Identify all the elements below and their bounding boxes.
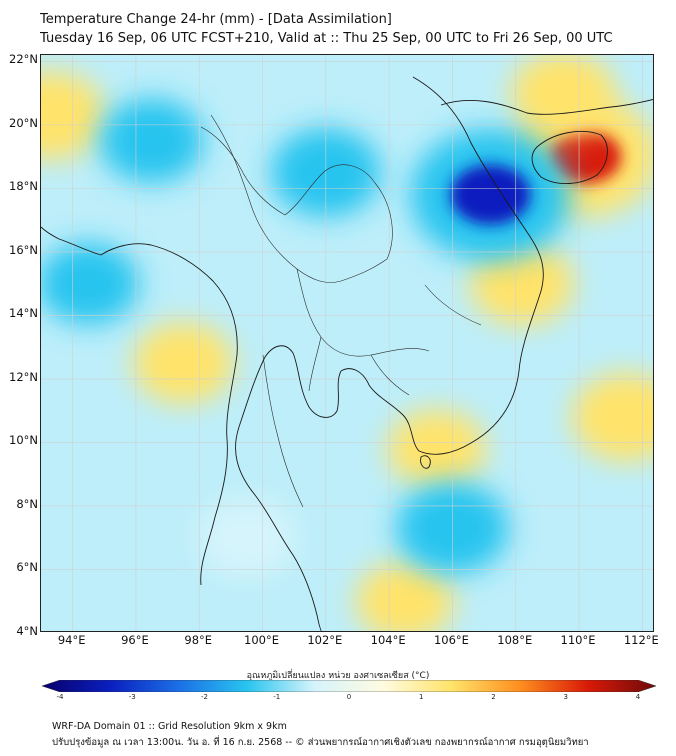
colorbar-tick: 0 — [346, 693, 352, 701]
coastline-gulf-of-thailand — [235, 345, 342, 631]
lat-label: 4°N — [16, 624, 38, 638]
temperature-change-map — [40, 54, 654, 632]
colorbar-tick: 4 — [635, 693, 641, 701]
lon-label: 100°E — [244, 633, 280, 647]
coastline-phu-quoc — [420, 455, 431, 469]
lon-label: 110°E — [560, 633, 596, 647]
lat-label: 20°N — [9, 115, 38, 130]
field-central-west — [41, 242, 140, 325]
lat-label: 10°N — [9, 433, 38, 448]
coastlines — [41, 76, 653, 631]
coastline-indochina — [340, 76, 544, 455]
graticule — [41, 55, 653, 631]
chart-subtitle: Tuesday 16 Sep, 06 UTC FCST+210, Valid a… — [40, 31, 613, 46]
admin-borders — [200, 114, 482, 508]
lat-label: 12°N — [9, 369, 38, 384]
field-central-vietnam-coast — [470, 241, 575, 326]
colorbar-tick: 3 — [563, 693, 568, 701]
lat-label: 22°N — [9, 52, 38, 67]
field-south-china-sea-east — [571, 372, 653, 462]
model-info: WRF-DA Domain 01 :: Grid Resolution 9km … — [52, 721, 287, 732]
lat-label: 18°N — [9, 179, 38, 194]
lon-label: 94°E — [57, 633, 86, 647]
colorbar-tick: -4 — [56, 693, 64, 701]
colorbar-tick: 1 — [419, 693, 424, 701]
lon-label: 96°E — [121, 633, 149, 647]
field-mekong-delta — [387, 409, 486, 489]
lat-label: 6°N — [16, 560, 38, 575]
field-myanmar-north — [99, 98, 204, 183]
field-ne-bay-of-bengal — [41, 70, 106, 160]
coastline-hainan — [531, 130, 608, 184]
update-info: ปรับปรุงข้อมูล ณ เวลา 13:00น. วัน อ. ที่… — [52, 737, 589, 748]
temperature-field — [41, 55, 653, 631]
lat-label: 16°N — [9, 242, 38, 257]
coastline-bay-of-bengal — [41, 226, 102, 256]
chart-title: Temperature Change 24-hr (mm) - [Data As… — [40, 12, 392, 27]
lon-label: 108°E — [497, 633, 533, 647]
colorbar-tick: -1 — [273, 693, 281, 701]
colorbar-tick: -3 — [128, 693, 136, 701]
colorbar-tick: -2 — [201, 693, 208, 701]
field-core-vietnam-coast-cold — [450, 164, 531, 225]
colorbar-tick: 2 — [491, 693, 496, 701]
lat-label: 8°N — [16, 496, 38, 511]
coastline-south-china — [440, 99, 653, 115]
lon-label: 102°E — [307, 633, 343, 647]
field-core-hainan — [549, 129, 622, 184]
colorbar — [42, 680, 656, 692]
field-south-central — [355, 561, 455, 631]
lon-label: 112°E — [623, 633, 659, 647]
lon-label: 98°E — [184, 633, 213, 647]
field-gulf-of-tonkin-north — [511, 55, 616, 136]
lon-label: 106°E — [433, 633, 469, 647]
coastline-andaman — [100, 243, 238, 586]
field-andaman-sea-south — [132, 322, 235, 404]
lon-label: 104°E — [370, 633, 406, 647]
lat-label: 14°N — [9, 306, 38, 321]
colorbar-title: อุณหภูมิเปลี่ยนแปลง หน่วย องศาเซลเซียส (… — [246, 671, 430, 681]
field-malay-west — [197, 498, 296, 578]
